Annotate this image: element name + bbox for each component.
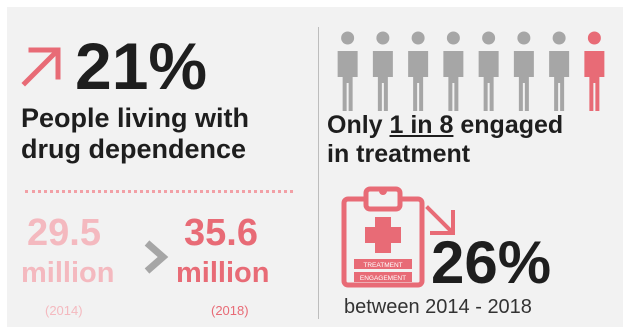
dotted-divider xyxy=(25,190,293,193)
person-icon xyxy=(443,31,464,111)
period-text: between 2014 - 2018 xyxy=(344,296,532,318)
infographic-panel: 21% People living with drug dependence 2… xyxy=(7,7,623,327)
person-icon xyxy=(478,31,499,111)
to-value: 35.6 xyxy=(184,212,258,254)
right-title-suffix: engaged xyxy=(453,111,564,139)
person-icon xyxy=(513,31,534,111)
ratio-text: 1 in 8 xyxy=(389,111,454,139)
person-icon xyxy=(549,31,570,111)
from-unit: million xyxy=(21,257,115,289)
trend-down-arrow-icon xyxy=(425,205,455,235)
increase-percentage: 21% xyxy=(75,29,208,103)
left-title-line1: People living with xyxy=(21,103,250,133)
trend-up-arrow-icon xyxy=(21,47,61,87)
person-icon-highlighted xyxy=(584,31,605,111)
person-icon xyxy=(408,31,429,111)
chevron-right-icon xyxy=(144,240,169,274)
person-icon xyxy=(372,31,393,111)
to-year: (2018) xyxy=(211,303,249,318)
right-title-line2: in treatment xyxy=(327,140,471,168)
left-title-line2: drug dependence xyxy=(21,134,247,164)
clipboard-label-2: ENGAGEMENT xyxy=(360,275,406,282)
right-title-prefix: Only xyxy=(327,111,390,139)
right-title: Only 1 in 8 engaged in treatment xyxy=(327,111,619,169)
vertical-divider xyxy=(318,27,319,319)
clipboard-medical-icon: TREATMENT ENGAGEMENT xyxy=(341,186,425,288)
treatment-change-percentage: 26% xyxy=(431,229,552,296)
from-value: 29.5 xyxy=(27,212,101,254)
to-unit: million xyxy=(176,257,270,289)
person-icon xyxy=(337,31,358,111)
left-title: People living with drug dependence xyxy=(21,103,313,165)
clipboard-label-1: TREATMENT xyxy=(363,262,402,269)
people-row xyxy=(337,31,605,111)
from-year: (2014) xyxy=(45,303,83,318)
